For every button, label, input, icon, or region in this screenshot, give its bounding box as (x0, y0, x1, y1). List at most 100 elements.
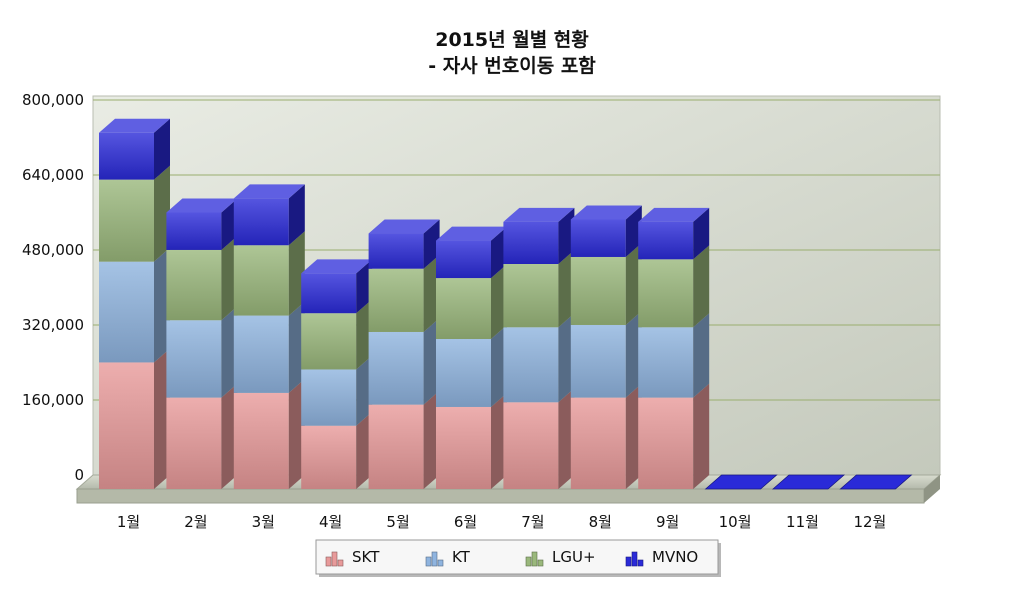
chart-title: 2015년 월별 현황 (435, 28, 589, 51)
bar-segment-side (693, 245, 710, 328)
bar-segment (166, 249, 222, 321)
legend-item: SKT (325, 548, 380, 567)
bar-segment (166, 320, 222, 398)
y-tick-label: 480,000 (22, 241, 84, 259)
bar-segment-side (154, 348, 170, 489)
bar-segment (570, 397, 626, 489)
x-tick-label: 6월 (454, 513, 477, 531)
bar-stack (301, 259, 373, 489)
bar-segment (436, 278, 491, 339)
legend-label: LGU+ (552, 548, 596, 566)
y-axis: 0 160,000 320,000 480,000 640,000 800,000 (22, 91, 84, 484)
y-tick-label: 800,000 (22, 91, 84, 109)
bar-segment-side (625, 205, 642, 257)
y-tick-label: 640,000 (22, 166, 84, 184)
bar-segment (436, 240, 491, 279)
x-tick-label: 9월 (656, 513, 679, 531)
bar-segment-side (625, 383, 642, 489)
bar-segment (99, 132, 154, 180)
bar-segment-top (368, 219, 440, 234)
x-tick-label: 4월 (319, 513, 342, 531)
bar-segment (638, 259, 694, 328)
legend: SKT KT LGU+ MVNO (315, 539, 721, 577)
x-tick-label: 12월 (853, 513, 886, 531)
bar-segment-side (288, 184, 305, 246)
bar-segment-top (301, 259, 373, 274)
bar-segment (233, 315, 289, 393)
bar-segment-side (356, 299, 373, 370)
bar-segment (99, 179, 154, 262)
bar-segment (436, 406, 491, 489)
bar-segment-side (288, 231, 305, 316)
bar-segment-side (491, 264, 507, 339)
bar-segment-top (99, 118, 170, 133)
bar-segment-top (839, 474, 913, 490)
x-tick-label: 11월 (786, 513, 819, 531)
bar-segment (638, 327, 694, 398)
bar-segment-side (558, 388, 575, 489)
bar-segment (503, 221, 559, 264)
bar-segment (166, 397, 222, 489)
x-axis: 1월 2월 3월 4월 5월 6월 7월 8월 9월 10월 11월 12월 (117, 513, 887, 531)
bar-segment (301, 425, 357, 489)
bar-segment (368, 331, 424, 405)
legend-item: MVNO (625, 548, 698, 567)
y-tick-label: 320,000 (22, 316, 84, 334)
bar-stack (233, 184, 305, 489)
chart-subtitle: - 자사 번호이동 포함 (428, 55, 596, 77)
x-tick-label: 2월 (184, 513, 207, 531)
bar-segment-side (154, 247, 170, 363)
bar-stack (704, 474, 778, 490)
bar-segment (301, 313, 357, 370)
bar-segment-top (166, 198, 238, 213)
bar-segment-side (154, 165, 170, 262)
bar-stack (436, 226, 507, 489)
bar-segment (233, 392, 289, 489)
bar-segment (368, 268, 424, 332)
bar-segment (368, 404, 424, 489)
bar-stack (771, 474, 846, 490)
bar-segment (301, 273, 357, 314)
bar-segment-side (356, 355, 373, 426)
y-tick-label: 0 (74, 466, 84, 484)
x-tick-label: 3월 (252, 513, 275, 531)
bar-stack (166, 198, 238, 489)
bar-stack (503, 207, 575, 489)
bar-segment (570, 256, 626, 325)
legend-swatch-icon (525, 551, 544, 567)
bar-segment-side (221, 306, 238, 398)
bar-stack (99, 118, 170, 489)
bar-segment-side (693, 207, 710, 260)
bar-segment-side (221, 383, 238, 489)
bar-segment-side (558, 207, 575, 264)
x-tick-label: 7월 (521, 513, 544, 531)
bar-segment-side (491, 226, 507, 279)
bar-segment-side (423, 317, 440, 405)
y-tick-label: 160,000 (22, 391, 84, 409)
bar-segment-side (356, 411, 373, 489)
bar-segment (638, 221, 694, 260)
bar-segment-top (233, 184, 305, 199)
bar-segment (638, 397, 694, 489)
legend-label: MVNO (652, 548, 698, 566)
bar-segment (503, 402, 559, 489)
legend-swatch-icon (425, 551, 444, 567)
x-tick-label: 1월 (117, 513, 140, 531)
bar-segment (233, 198, 289, 246)
legend-swatch-icon (325, 551, 344, 567)
bar-segment-top (570, 205, 642, 220)
bar-segment-side (288, 378, 305, 489)
bar-segment-side (288, 301, 305, 393)
bar-segment-side (356, 259, 373, 314)
legend-box (315, 539, 719, 575)
bar-segment (436, 339, 491, 407)
bar-segment-side (491, 392, 507, 489)
legend-item: LGU+ (525, 548, 596, 567)
bar-segment-top (771, 474, 846, 490)
bar-segment (99, 261, 154, 363)
bars (99, 118, 913, 490)
bar-segment-side (423, 219, 440, 269)
legend-item: KT (425, 548, 471, 567)
bar-segment-side (625, 242, 642, 325)
